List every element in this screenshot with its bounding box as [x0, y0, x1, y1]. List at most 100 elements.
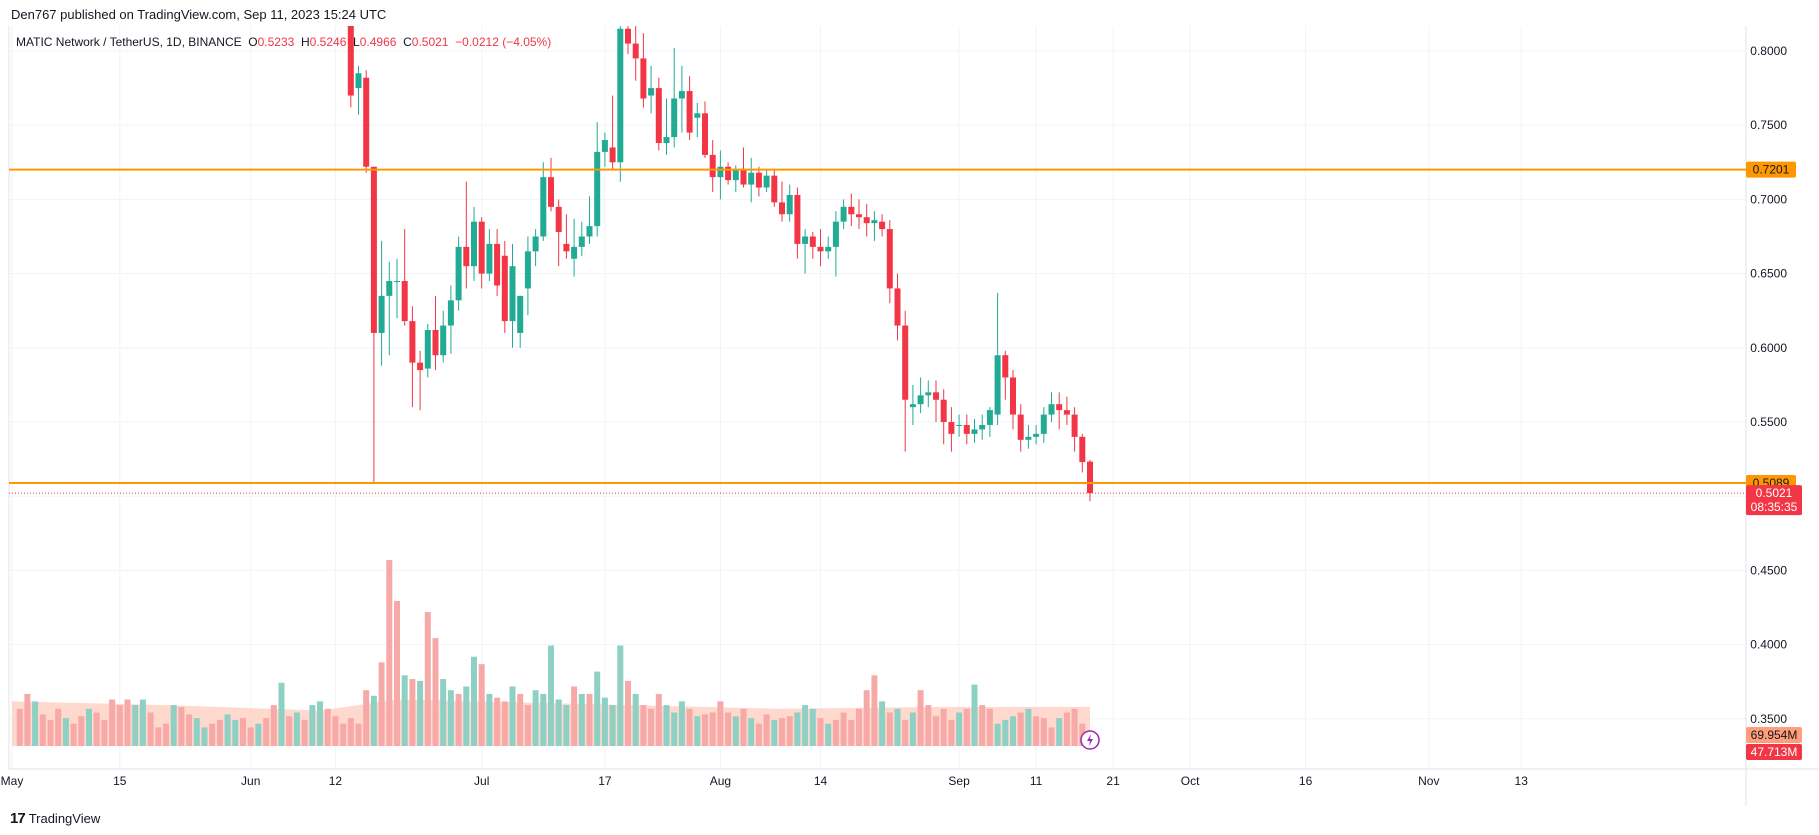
volume-bar — [32, 701, 39, 746]
time-tick-label: Aug — [710, 774, 731, 788]
volume-ma-label: 69.954M — [1746, 727, 1802, 743]
open-label: O — [248, 35, 258, 49]
volume-bar — [894, 708, 901, 746]
volume-bar — [763, 714, 770, 746]
candle-body — [702, 113, 708, 155]
volume-bar — [779, 718, 785, 746]
candle — [478, 217, 485, 289]
candle-body — [825, 246, 832, 252]
volume-bar — [786, 716, 793, 746]
volume-bars — [12, 560, 1093, 746]
candle-body — [971, 429, 978, 434]
volume-bar — [463, 686, 470, 746]
candle-body — [771, 175, 778, 203]
candle-body — [363, 77, 370, 167]
candle — [578, 221, 585, 256]
last-price-bg — [1746, 485, 1802, 516]
candle — [363, 70, 370, 173]
candle-body — [478, 221, 485, 274]
volume-bar — [201, 727, 208, 746]
time-tick-label: Jul — [474, 774, 489, 788]
volume-bar — [879, 701, 886, 746]
price-tick-label: 0.5500 — [1750, 415, 1787, 429]
candle — [755, 166, 762, 197]
volume-label: 47.713M — [1746, 744, 1802, 760]
volume-bar — [216, 719, 223, 746]
candle — [1010, 370, 1016, 430]
candle — [917, 377, 924, 414]
volume-bar — [70, 723, 77, 746]
volume-bar — [139, 699, 146, 746]
volume-bar — [771, 719, 778, 746]
candle-body — [848, 206, 855, 215]
lightning-icon[interactable] — [1080, 730, 1100, 750]
candlesticks — [347, 26, 1093, 502]
volume-bar — [1002, 719, 1009, 746]
volume-bar — [524, 705, 531, 746]
candle — [417, 350, 424, 411]
volume-bar — [509, 686, 516, 746]
candle-body — [394, 281, 400, 283]
price-axis[interactable]: 0.8000 0.7500 0.7000 0.6500 0.6000 0.5500 0.45… — [1750, 44, 1787, 726]
volume-bar — [717, 701, 724, 746]
volume-bar — [609, 705, 616, 746]
volume-bar — [347, 718, 354, 746]
candle-body — [1033, 433, 1040, 437]
volume-bar — [578, 693, 585, 746]
candle — [748, 157, 755, 203]
candle-body — [817, 246, 824, 252]
candle — [817, 229, 824, 267]
volume-bar — [132, 705, 139, 746]
volume-bar — [324, 708, 331, 746]
candle — [1056, 392, 1063, 430]
volume-bar — [948, 719, 955, 746]
candle-body — [802, 236, 809, 244]
candle — [940, 389, 947, 445]
hline-price-label: 0.7201 — [1746, 161, 1796, 178]
candle-body — [1010, 377, 1016, 415]
price-chart[interactable]: 0.8000 0.7500 0.7000 0.6500 0.6000 0.5500 0.45… — [0, 26, 1819, 806]
volume-bar — [979, 705, 986, 746]
volume-bar — [994, 723, 1001, 746]
volume-bar — [709, 712, 716, 746]
volume-bar — [817, 718, 824, 746]
candle — [848, 193, 855, 227]
candle-body — [1040, 414, 1047, 434]
candle-body — [1002, 355, 1009, 378]
volume-bar — [432, 638, 439, 746]
candle — [956, 414, 963, 437]
low-value: 0.4966 — [359, 35, 397, 49]
volume-bar — [270, 705, 277, 746]
volume-bar — [155, 727, 162, 746]
horizontal-lines[interactable] — [9, 168, 1746, 494]
volume-bar — [355, 723, 362, 746]
tradingview-logo-icon[interactable]: 17 — [10, 810, 26, 827]
candle — [863, 203, 870, 237]
volume-bar — [809, 708, 816, 746]
time-axis[interactable]: May 15 Jun 12 Jul 17 Aug 14 Sep 11 21 Oct 16 Nov 13 — [1, 774, 1529, 788]
volume-bar — [555, 699, 562, 746]
volume-bar — [1025, 708, 1032, 746]
candle-body — [786, 194, 793, 215]
candle — [933, 380, 939, 422]
candle-body — [755, 172, 762, 188]
candle — [832, 211, 839, 277]
candle-body — [540, 177, 547, 237]
volume-bar — [293, 712, 300, 746]
high-value: 0.5246 — [309, 35, 347, 49]
candle-body — [763, 175, 770, 188]
candle-body — [463, 246, 470, 267]
candle — [463, 181, 470, 289]
symbol-legend: MATIC Network / TetherUS, 1D, BINANCE O 0… — [16, 35, 551, 49]
volume-bar — [548, 645, 554, 746]
candle — [1071, 407, 1078, 452]
candle — [1048, 392, 1055, 422]
candle-body — [609, 147, 616, 163]
symbol-name[interactable]: MATIC Network / TetherUS, 1D, BINANCE — [16, 35, 242, 49]
volume-bar — [501, 701, 508, 746]
candle-body — [578, 236, 585, 247]
candle — [601, 132, 608, 167]
candle-body — [856, 214, 862, 218]
candle-body — [548, 177, 554, 207]
